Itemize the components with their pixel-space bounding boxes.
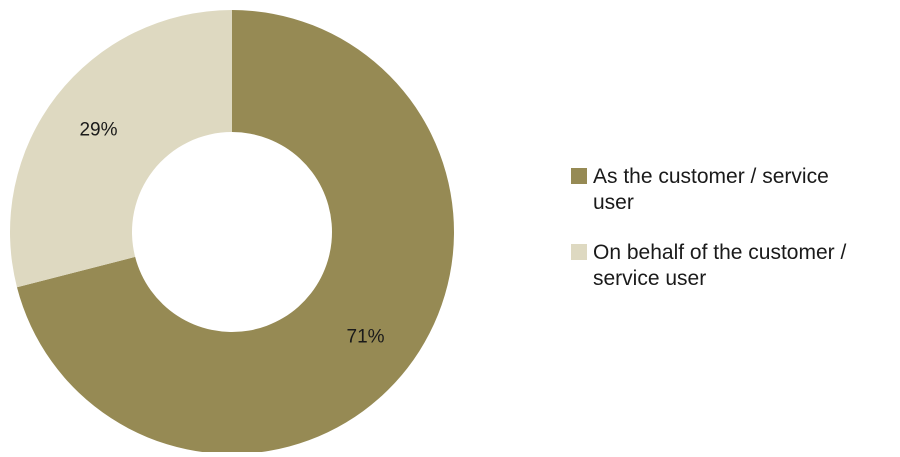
donut-slice-2 [9,10,233,288]
legend-entry-2: On behalf of the customer / service user [571,241,846,290]
legend-swatch-1 [571,168,587,184]
donut-slice-1 [16,10,454,455]
legend-label-line: On behalf of the customer / [593,241,846,264]
donut-slices [9,10,454,455]
data-label-1: 71% [347,327,385,348]
legend-label-1: As the customer / service user [593,165,829,214]
legend-label-line: As the customer / service [593,165,829,188]
legend-label-line: user [593,191,634,214]
legend-label-line: service user [593,267,706,290]
data-label-2: 29% [79,119,117,140]
legend-swatch-2 [571,244,587,260]
legend-label-2: On behalf of the customer / service user [593,241,846,290]
data-labels: 71% 29% [79,119,384,347]
legend-entry-1: As the customer / service user [571,165,829,214]
chart-legend: As the customer / service user On behalf o… [571,165,846,290]
